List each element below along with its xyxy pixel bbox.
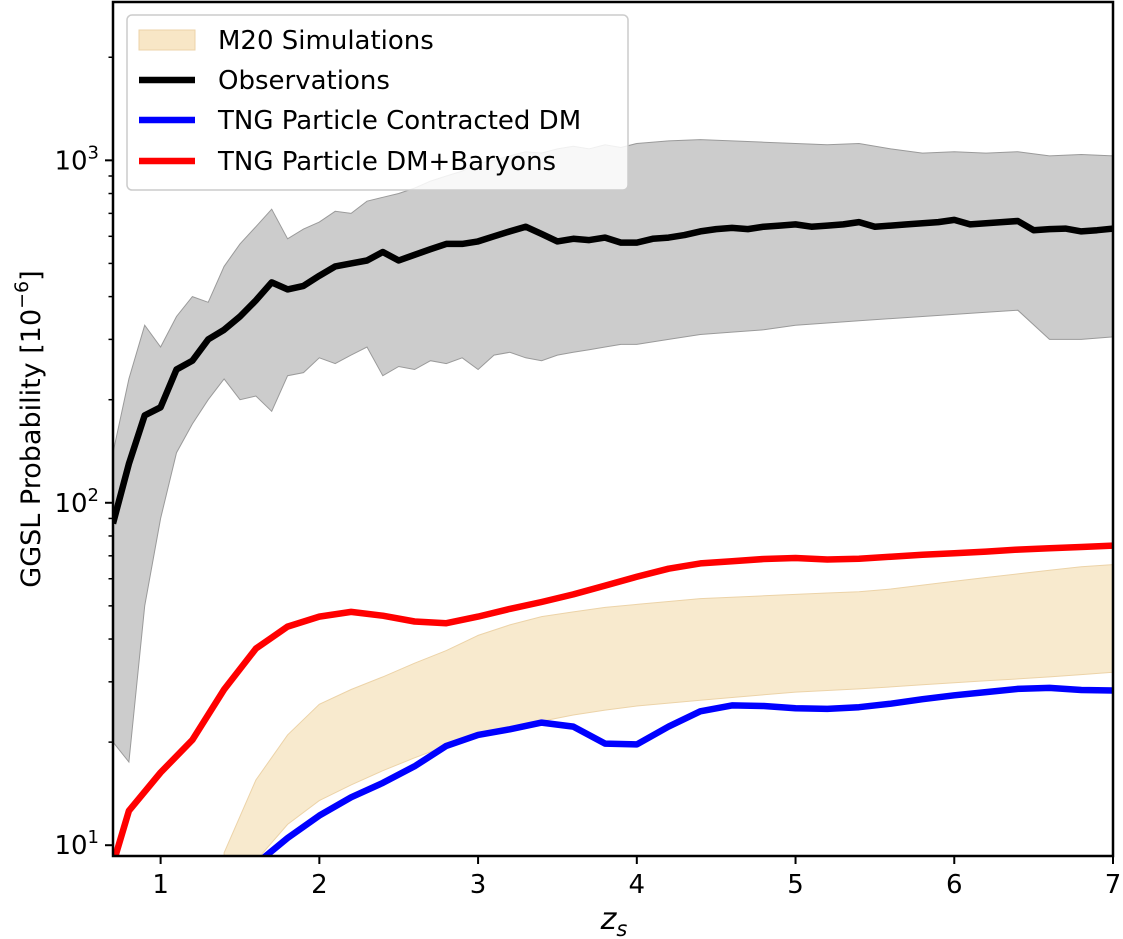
observations-line [113,216,1113,525]
x-axis-label-base: z [600,902,618,937]
x-tick-label: 3 [470,870,487,900]
legend-label: TNG Particle DM+Baryons [217,147,556,177]
legend-label: TNG Particle Contracted DM [217,106,581,136]
tng-particle-dm-baryons-line [113,542,1113,856]
y-axis-label-exponent: −6 [11,281,33,309]
x-axis-ticks: 1 2 3 4 5 6 7 [152,856,1121,900]
y-axis-label-text: GGSL Probability [10 [16,309,47,588]
x-tick-label: 6 [946,870,963,900]
observations-uncertainty-band [113,139,1113,764]
legend-label: Observations [218,66,390,96]
x-tick-label: 4 [629,870,646,900]
uncertainty-bands [113,139,1113,856]
y-axis-label-close: ] [16,270,47,281]
plot-frame [111,0,1115,858]
x-axis-label: zs [600,902,628,939]
x-tick-label: 1 [152,870,169,900]
legend-swatch-band [138,29,196,51]
y-axis-label: GGSL Probability [10−6] [11,270,47,587]
legend: M20 Simulations Observations TNG Particle … [126,14,629,191]
x-tick-label: 2 [311,870,328,900]
x-tick-label: 7 [1105,870,1122,900]
legend-label: M20 Simulations [218,26,434,56]
tng-particle-contracted-dm-line [261,684,1113,856]
legend-box [126,14,629,191]
y-tick-label: 103 [54,142,99,176]
y-axis-ticks: 101 102 103 [54,56,113,861]
y-tick-label: 102 [54,485,99,519]
y-tick-label: 101 [54,827,99,861]
data-series-lines [113,216,1113,856]
x-axis-label-sub: s [616,917,627,939]
x-tick-label: 5 [787,870,804,900]
